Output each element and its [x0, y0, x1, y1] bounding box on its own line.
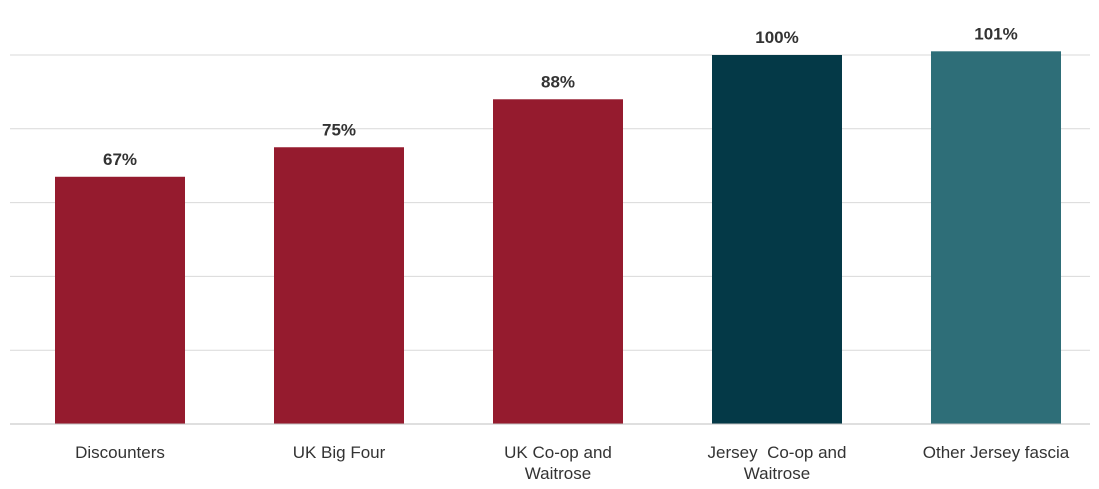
category-label-3: Jersey Co-op and Waitrose: [708, 443, 847, 483]
category-label-2: UK Co-op and Waitrose: [504, 443, 612, 483]
bar-4: [931, 51, 1061, 425]
bar-0: [55, 176, 185, 424]
bars: [55, 51, 1061, 425]
bar-2: [493, 99, 623, 424]
category-labels: Discounters UK Big Four UK Co-op and Waitro…: [75, 443, 1070, 483]
bar-3: [712, 55, 842, 424]
category-label-1: UK Big Four: [293, 443, 386, 462]
value-label-0: 67%: [103, 150, 137, 169]
value-label-4: 101%: [974, 24, 1017, 43]
value-label-2: 88%: [541, 72, 575, 91]
value-label-1: 75%: [322, 120, 356, 139]
category-label-0: Discounters: [75, 443, 165, 462]
value-label-3: 100%: [755, 28, 798, 47]
data-labels: 67% 75% 88% 100% 101%: [103, 24, 1018, 168]
bar-1: [274, 147, 404, 424]
category-label-4: Other Jersey fascia: [923, 443, 1070, 462]
